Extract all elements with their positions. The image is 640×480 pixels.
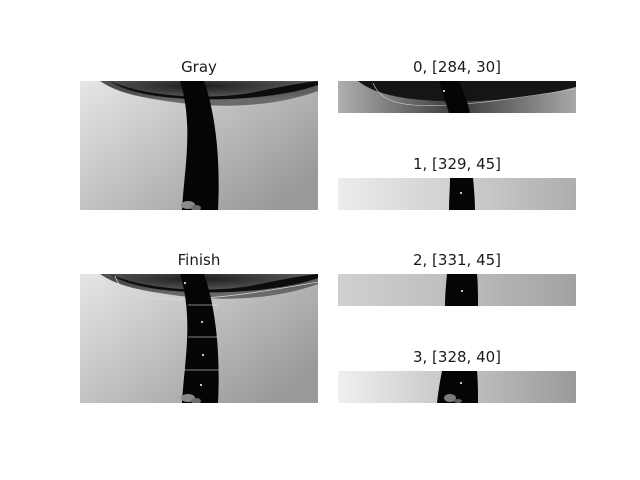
center-marker [184, 282, 186, 284]
center-marker [460, 192, 462, 194]
center-marker [460, 382, 462, 384]
center-marker [461, 290, 463, 292]
slice-1-image [338, 178, 576, 210]
gray-panel-title: Gray [181, 58, 217, 76]
slice-3-title: 3, [328, 40] [412, 348, 502, 366]
slice-3-image [338, 371, 576, 403]
slice-1-title: 1, [329, 45] [412, 155, 502, 173]
gray-image [80, 81, 318, 210]
center-marker [201, 321, 203, 323]
gray-image-graphic [80, 81, 318, 210]
finish-image [80, 274, 318, 403]
slice-3-graphic [338, 371, 576, 403]
finish-panel-title: Finish [177, 251, 221, 269]
center-marker [200, 384, 202, 386]
slice-2-graphic [338, 274, 576, 306]
slice-2-title: 2, [331, 45] [412, 251, 502, 269]
slice-2-image [338, 274, 576, 306]
finish-image-graphic [80, 274, 318, 403]
slice-1-graphic [338, 178, 576, 210]
slice-0-title: 0, [284, 30] [412, 58, 502, 76]
center-marker [202, 354, 204, 356]
center-marker [443, 90, 445, 92]
slice-0-graphic [338, 81, 576, 113]
slice-0-image [338, 81, 576, 113]
